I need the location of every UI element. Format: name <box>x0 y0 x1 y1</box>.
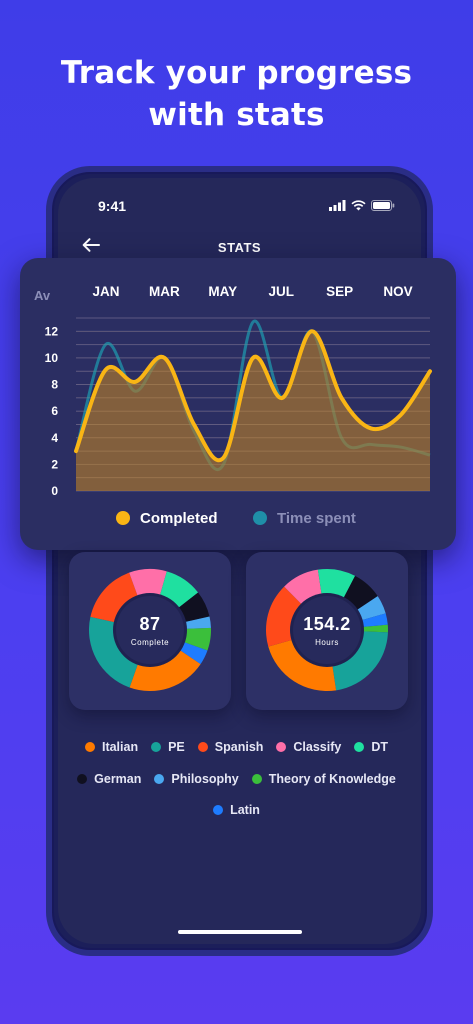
legend-label: DT <box>371 740 389 754</box>
subject-legend-row-1: Italian PE Spanish Classify DT <box>0 740 473 754</box>
donut-segment-classify <box>284 569 322 605</box>
donut-value-complete: 87 <box>139 614 161 634</box>
x-tick-label: NOV <box>383 284 412 299</box>
legend-item-theory-of-knowledge[interactable]: Theory of Knowledge <box>251 772 396 786</box>
legend-item-german[interactable]: German <box>77 772 141 786</box>
donut-segment-theory-of-knowledge <box>183 627 211 651</box>
donut-chart-complete <box>89 569 211 691</box>
y-axis-label: Av <box>34 288 51 303</box>
stats-chart: 0 2 4 6 8 10 12 Av JAN MAR MAY JUL SEP NOV Completed Ti… <box>34 284 432 527</box>
legend-label-time-spent: Time spent <box>277 510 356 527</box>
y-tick-label: 12 <box>45 324 59 338</box>
donut-segment-latin <box>179 642 208 665</box>
donut-center-complete: 87 Complete <box>119 614 181 647</box>
donut-value-hours: 154.2 <box>303 614 351 634</box>
status-icons <box>329 200 395 211</box>
donut-segment-german <box>178 592 210 623</box>
legend-item-latin[interactable]: Latin <box>213 803 260 817</box>
legend-label: Spanish <box>214 740 264 754</box>
headline-line-1: Track your progress <box>60 55 413 91</box>
legend-label: Latin <box>230 803 260 817</box>
legend-dot <box>84 742 95 752</box>
headline-line-2: with stats <box>148 97 325 133</box>
donut-segment-italian <box>129 650 201 691</box>
subject-legend-row-3: Latin <box>0 803 473 817</box>
wifi-icon <box>351 200 366 211</box>
legend-label: Italian <box>101 740 139 754</box>
donut-chart-hours <box>266 569 388 691</box>
legend-dot <box>154 774 165 784</box>
x-tick-label: MAY <box>208 284 237 299</box>
donut-caption-complete: Complete <box>130 638 170 647</box>
legend-label: PE <box>168 740 185 754</box>
legend-item-classify[interactable]: Classify <box>276 740 341 754</box>
legend-dot <box>213 805 224 815</box>
donut-card-complete[interactable]: 87 Complete <box>69 552 231 710</box>
donut-segment-dt <box>317 569 356 599</box>
series-area-completed <box>76 331 430 491</box>
legend-item-pe[interactable]: PE <box>151 740 185 754</box>
headline: Track your progress with stats <box>0 52 473 136</box>
page-title: STATS <box>217 240 262 255</box>
legend-dot <box>354 742 365 752</box>
donut-segment-theory-of-knowledge <box>362 624 388 633</box>
legend-label-completed: Completed <box>140 510 218 527</box>
legend-label: Classify <box>293 740 342 754</box>
legend-label: German <box>94 772 142 786</box>
home-indicator <box>178 930 302 934</box>
donut-center-hours: 154.2 Hours <box>296 614 358 647</box>
x-tick-label: SEP <box>326 284 353 299</box>
legend-item-italian[interactable]: Italian <box>84 740 139 754</box>
donut-segment-philosophy <box>185 616 211 629</box>
x-tick-label: JAN <box>92 284 119 299</box>
donut-caption-hours: Hours <box>315 638 339 647</box>
donut-card-hours[interactable]: 154.2 Hours <box>246 552 408 710</box>
donut-segment-pe <box>332 631 388 691</box>
donut-segment-philosophy <box>356 596 386 621</box>
back-button[interactable] <box>82 236 100 256</box>
legend-dot <box>197 742 208 752</box>
battery-icon <box>371 200 395 211</box>
y-tick-label: 8 <box>51 378 58 392</box>
y-tick-label: 4 <box>51 431 58 445</box>
y-tick-label: 10 <box>45 351 59 365</box>
y-tick-label: 6 <box>51 404 58 418</box>
legend-dot <box>77 774 88 784</box>
x-tick-label: JUL <box>268 284 294 299</box>
legend-dot <box>251 774 262 784</box>
donut-hole-inner <box>116 596 184 664</box>
donut-segment-spanish <box>266 586 302 647</box>
x-tick-label: MAR <box>149 284 180 299</box>
donut-hole-inner <box>293 596 361 664</box>
donut-segment-latin <box>361 613 388 627</box>
legend-dot <box>276 742 287 752</box>
legend-dot-time-spent <box>253 511 267 525</box>
signal-icon <box>329 200 346 211</box>
donut-segment-pe <box>89 616 138 688</box>
subject-legend-row-2: German Philosophy Theory of Knowledge <box>0 772 473 786</box>
legend-dot-completed <box>116 511 130 525</box>
donut-segment-italian <box>268 639 337 691</box>
legend-dot <box>151 742 162 752</box>
legend-item-spanish[interactable]: Spanish <box>197 740 264 754</box>
y-tick-label: 2 <box>51 457 58 471</box>
legend-item-dt[interactable]: DT <box>354 740 388 754</box>
donut-segment-spanish <box>90 572 138 623</box>
legend-label: Philosophy <box>171 772 239 786</box>
legend-label: Theory of Knowledge <box>268 772 396 786</box>
y-tick-label: 0 <box>51 484 58 498</box>
legend-item-philosophy[interactable]: Philosophy <box>154 772 239 786</box>
stats-chart-card: 0 2 4 6 8 10 12 Av JAN MAR MAY JUL SEP NOV Completed Ti… <box>20 258 456 550</box>
status-time: 9:41 <box>98 198 127 214</box>
arrow-left-icon <box>82 238 100 252</box>
donut-segment-german <box>343 575 378 610</box>
donut-segment-classify <box>129 569 167 597</box>
